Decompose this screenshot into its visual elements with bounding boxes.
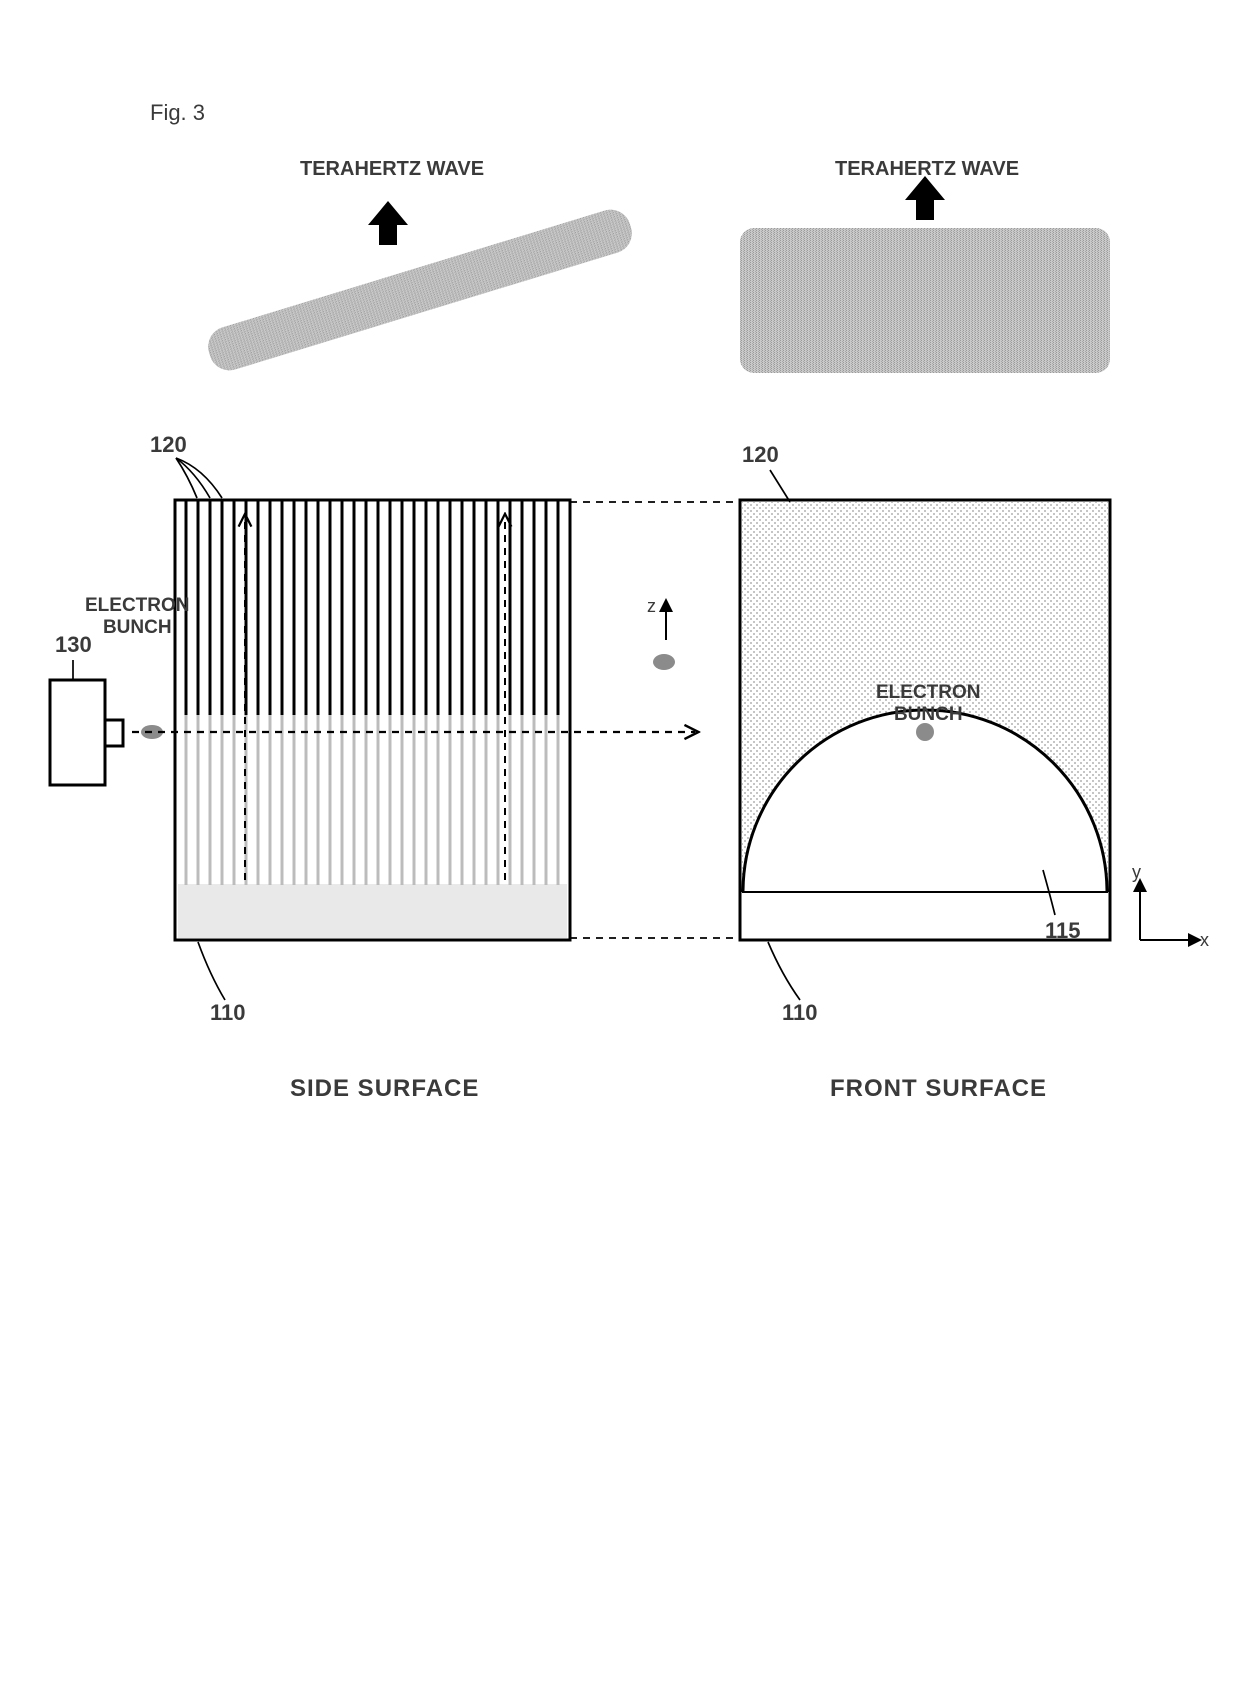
ref-120-front: 120 — [742, 442, 779, 468]
axis-x-label: x — [1200, 930, 1209, 951]
electron-dot-mid — [653, 654, 675, 670]
axes-xy — [1140, 885, 1195, 940]
ref-120-side: 120 — [150, 432, 187, 458]
figure-label: Fig. 3 — [150, 100, 205, 126]
leader-120-front — [770, 470, 790, 502]
ref-115: 115 — [1045, 918, 1081, 944]
front-surface-label: FRONT SURFACE — [830, 1075, 1047, 1103]
leader-120-side — [176, 458, 222, 498]
electron-dot-front — [916, 723, 934, 741]
electron-label-side: ELECTRON BUNCH — [85, 595, 190, 639]
thz-label-side: TERAHERTZ WAVE — [300, 158, 484, 181]
grating-bars — [186, 500, 558, 885]
figure-canvas — [0, 0, 1240, 1684]
ref-110-front: 110 — [782, 1000, 818, 1026]
axis-z-label: z — [647, 596, 656, 617]
electron-label-front: ELECTRON BUNCH — [876, 682, 981, 726]
thz-label-front: TERAHERTZ WAVE — [835, 158, 1019, 181]
emitter — [50, 680, 123, 785]
front-thz-arrow — [905, 176, 945, 220]
ref-130: 130 — [55, 632, 92, 658]
ref-110-side: 110 — [210, 1000, 246, 1026]
side-thz-wave — [203, 205, 637, 376]
front-thz-wave — [740, 228, 1110, 373]
leader-110-side — [198, 942, 225, 1000]
axis-y-label: y — [1132, 862, 1141, 883]
leader-110-front — [768, 942, 800, 1000]
side-thz-arrow — [368, 201, 408, 245]
side-surface-label: SIDE SURFACE — [290, 1075, 479, 1103]
